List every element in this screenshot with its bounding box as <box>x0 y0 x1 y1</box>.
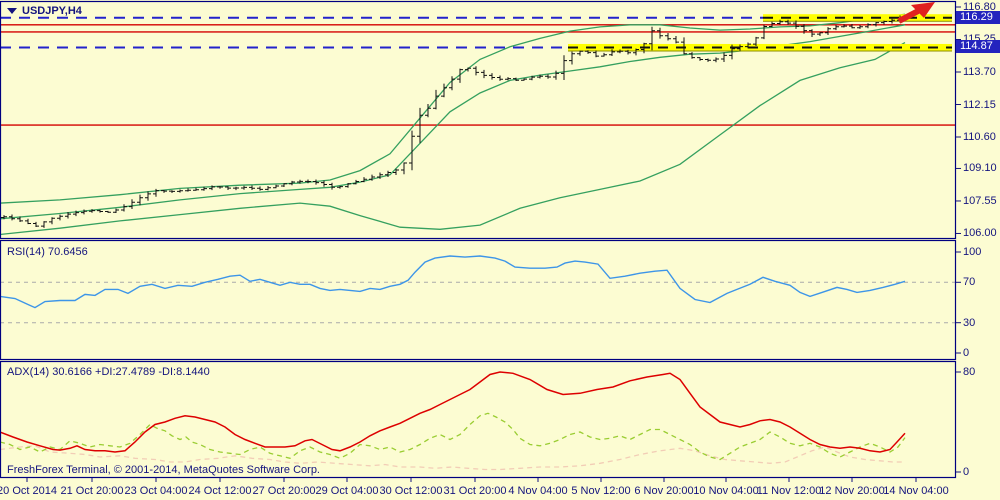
rsi-axis-label: 70 <box>963 276 976 289</box>
yellow-highlight-zone[interactable] <box>568 43 952 51</box>
main-panel-frame <box>0 0 957 240</box>
price-axis-label: 116.80 <box>963 0 996 13</box>
rsi-axis-label: 100 <box>963 246 982 258</box>
price-axis-label: 107.55 <box>963 194 997 207</box>
time-axis-label: 30 Oct 12:00 <box>379 485 443 497</box>
ohlc-bars <box>1 15 903 228</box>
price-axis-label: 113.70 <box>963 66 996 78</box>
time-axis-label: 20 Oct 2014 <box>0 485 57 497</box>
plus-di-line <box>1 412 906 461</box>
adx-axis-label: 0 <box>963 466 970 478</box>
adx-axis-label: 80 <box>963 366 976 378</box>
time-axis-label: 10 Nov 04:00 <box>693 485 759 497</box>
adx-panel-frame <box>0 360 957 479</box>
time-axis-label: 24 Oct 12:00 <box>188 485 252 497</box>
rsi-axis-label: 30 <box>963 316 976 329</box>
rsi-line <box>1 255 906 309</box>
price-axis-label: 112.15 <box>963 98 996 111</box>
bollinger-band-upper <box>1 13 906 204</box>
plot-layers <box>1 2 955 471</box>
adx-indicator-label: ADX(14) 30.6166 +DI:27.4789 -DI:8.1440 <box>7 366 210 378</box>
symbol-period-label[interactable]: USDJPY,H4 <box>7 5 82 17</box>
time-axis-label: 11 Nov 12:00 <box>756 485 822 497</box>
adx-line <box>1 371 906 453</box>
rsi-axis-label: 0 <box>963 347 970 359</box>
price-axis-label: 106.00 <box>963 227 997 240</box>
arrow-annotation-head-icon[interactable] <box>911 2 935 18</box>
time-axis-label: 4 Nov 04:00 <box>508 485 568 497</box>
price-axis-label: 110.60 <box>963 131 996 143</box>
bollinger-band-lower <box>1 42 906 236</box>
terminal-copyright: FreshForex Terminal, © 2001-2014, MetaQu… <box>7 464 320 476</box>
bollinger-band-middle <box>1 24 906 220</box>
time-axis-label: 14 Nov 04:00 <box>883 485 949 497</box>
rsi-indicator-label: RSI(14) 70.6456 <box>7 246 88 258</box>
time-axis-label: 23 Oct 04:00 <box>124 485 188 497</box>
time-axis-label: 31 Oct 20:00 <box>443 485 507 497</box>
current-price-tag: 114.87 <box>956 40 1000 54</box>
symbol-period-text: USDJPY,H4 <box>22 5 82 17</box>
time-axis-label: 21 Oct 20:00 <box>60 485 124 497</box>
time-axis-label: 6 Nov 20:00 <box>634 485 694 497</box>
rsi-panel-frame <box>0 239 957 361</box>
time-axis-label: 27 Oct 20:00 <box>252 485 316 497</box>
time-axis-label: 29 Oct 04:00 <box>315 485 379 497</box>
price-axis-label: 109.10 <box>963 162 997 175</box>
chevron-down-icon[interactable] <box>7 8 17 14</box>
minus-di-line <box>1 445 905 471</box>
time-axis-label: 5 Nov 12:00 <box>571 485 631 497</box>
current-price-tag: 116.29 <box>956 10 1000 24</box>
time-axis-label: 12 Nov 20:00 <box>819 485 885 497</box>
